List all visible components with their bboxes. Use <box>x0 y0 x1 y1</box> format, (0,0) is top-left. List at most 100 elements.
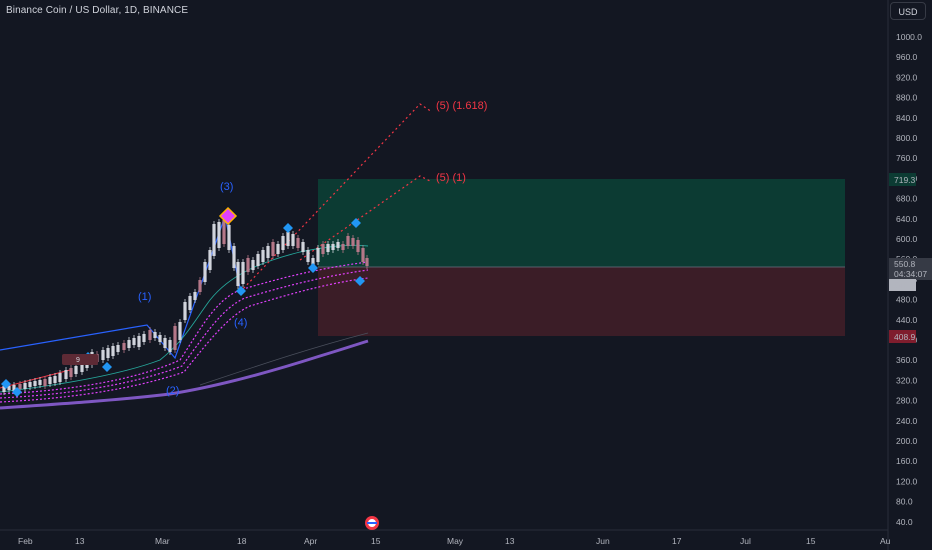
candle <box>28 382 32 387</box>
time-tick-label: Au <box>880 536 891 546</box>
candle <box>271 242 275 256</box>
candle <box>111 346 115 356</box>
candle <box>116 345 120 352</box>
time-tick-label: 18 <box>237 536 247 546</box>
candle <box>173 326 177 350</box>
candle <box>106 348 110 358</box>
chart-title: Binance Coin / US Dollar, 1D, BINANCE <box>6 5 189 16</box>
price-tick-label: 440.0 <box>896 315 918 325</box>
entry-price-label-bg <box>889 279 916 291</box>
diamond-marker <box>308 263 318 273</box>
candle <box>132 338 136 345</box>
candle <box>246 258 250 272</box>
wave-trend-line <box>0 244 216 360</box>
price-tick-label: 480.0 <box>896 295 918 305</box>
candle <box>301 242 305 252</box>
candle <box>142 334 146 342</box>
candle <box>291 234 295 246</box>
price-tick-label: 840.0 <box>896 113 918 123</box>
candle <box>217 222 221 248</box>
candle <box>203 262 207 282</box>
ma-long-line <box>0 339 369 410</box>
candle <box>361 248 365 262</box>
candle <box>232 246 236 268</box>
candle <box>2 386 6 392</box>
candle <box>266 246 270 258</box>
candle <box>163 338 167 348</box>
diamond-marker <box>351 218 361 228</box>
candle <box>53 376 57 383</box>
time-tick-label: 15 <box>806 536 816 546</box>
signal-badge <box>62 354 98 365</box>
candle <box>64 370 68 379</box>
price-tick-label: 760.0 <box>896 153 918 163</box>
loss-zone[interactable] <box>318 267 845 336</box>
candle <box>69 368 73 377</box>
price-tick-label: 680.0 <box>896 194 918 204</box>
candle <box>183 302 187 320</box>
candle <box>321 244 325 254</box>
candle <box>341 244 345 250</box>
time-tick-label: Feb <box>18 536 33 546</box>
candle <box>137 336 141 347</box>
candle <box>346 236 350 246</box>
target-label-1: (5) (1) <box>436 172 466 184</box>
price-tick-label: 80.0 <box>896 497 913 507</box>
currency-button[interactable]: USD <box>890 2 926 20</box>
price-tick-label: 320.0 <box>896 375 918 385</box>
ma-faint-line <box>199 332 369 386</box>
candle <box>43 379 47 386</box>
candle <box>311 258 315 266</box>
profit-zone[interactable] <box>318 179 845 267</box>
candle <box>158 335 162 342</box>
price-tick-label: 1000.0 <box>896 32 922 42</box>
candle <box>178 322 182 340</box>
time-axis[interactable]: Feb 13 Mar 18 Apr 15 May 13 Jun 17 Jul 15 Au <box>18 536 891 546</box>
stop-price-label-bg <box>889 330 916 343</box>
price-tick-label: 600.0 <box>896 234 918 244</box>
candle <box>227 225 231 250</box>
candle <box>74 366 78 374</box>
diamond-marker <box>283 223 293 233</box>
diamond-marker <box>355 276 365 286</box>
candle <box>80 364 84 372</box>
candle <box>316 248 320 262</box>
ma-dots-3 <box>0 277 369 403</box>
wave-3-top-marker <box>218 206 238 226</box>
candle <box>198 280 202 292</box>
candle <box>212 224 216 256</box>
time-tick-label: 15 <box>371 536 381 546</box>
candle <box>23 383 27 389</box>
price-tick-label: 240.0 <box>896 416 918 426</box>
candle <box>7 386 11 390</box>
candle <box>12 385 16 391</box>
price-tick-label: 160.0 <box>896 456 918 466</box>
ma-dots-2 <box>0 269 369 399</box>
candle <box>222 220 226 244</box>
wave-label-1: (1) <box>138 291 151 303</box>
ma-dots-1 <box>0 261 369 395</box>
candle <box>153 332 157 338</box>
ma-short-line <box>0 244 369 393</box>
candle <box>48 377 52 384</box>
wave-label-3: (3) <box>220 181 233 193</box>
candle <box>127 340 131 348</box>
diamond-marker <box>236 286 246 296</box>
price-axis[interactable]: 1000.0960.0920.0880.0840.0800.0760.0720.… <box>896 32 922 527</box>
candle <box>251 260 255 270</box>
candle <box>241 262 245 284</box>
time-tick-label: 13 <box>75 536 85 546</box>
time-tick-label: 13 <box>505 536 515 546</box>
candle <box>33 381 37 386</box>
entry-price-label: 545.0 <box>894 280 916 290</box>
candle <box>351 238 355 246</box>
event-icon[interactable] <box>365 516 379 530</box>
candle <box>101 350 105 360</box>
candle <box>18 384 22 389</box>
price-tick-label: 640.0 <box>896 214 918 224</box>
target-label-1618: (5) (1.618) <box>436 100 487 112</box>
time-tick-label: Jul <box>740 536 751 546</box>
time-tick-label: May <box>447 536 464 546</box>
countdown-label: 04:34:07 <box>894 269 927 279</box>
